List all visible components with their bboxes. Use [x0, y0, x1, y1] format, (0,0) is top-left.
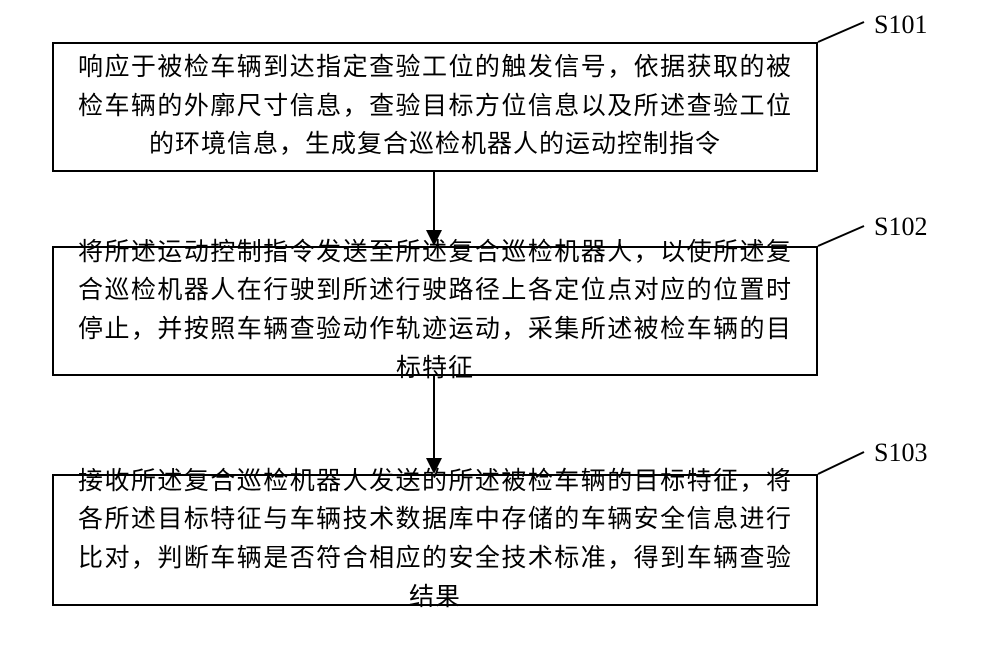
step-label-s101: S101	[874, 10, 927, 40]
step-text-s101: 响应于被检车辆到达指定查验工位的触发信号，依据获取的被检车辆的外廓尺寸信息，查验…	[78, 49, 792, 165]
step-label-s103: S103	[874, 438, 927, 468]
step-label-s102: S102	[874, 212, 927, 242]
step-box-s103: 接收所述复合巡检机器人发送的所述被检车辆的目标特征，将各所述目标特征与车辆技术数…	[52, 474, 818, 606]
step-box-s101: 响应于被检车辆到达指定查验工位的触发信号，依据获取的被检车辆的外廓尺寸信息，查验…	[52, 42, 818, 172]
step-box-s102: 将所述运动控制指令发送至所述复合巡检机器人，以使所述复合巡检机器人在行驶到所述行…	[52, 246, 818, 376]
arrow-s102-s103	[433, 376, 435, 458]
step-text-s102: 将所述运动控制指令发送至所述复合巡检机器人，以使所述复合巡检机器人在行驶到所述行…	[78, 234, 792, 389]
arrow-s101-s102	[433, 172, 435, 230]
step-text-s103: 接收所述复合巡检机器人发送的所述被检车辆的目标特征，将各所述目标特征与车辆技术数…	[78, 463, 792, 618]
